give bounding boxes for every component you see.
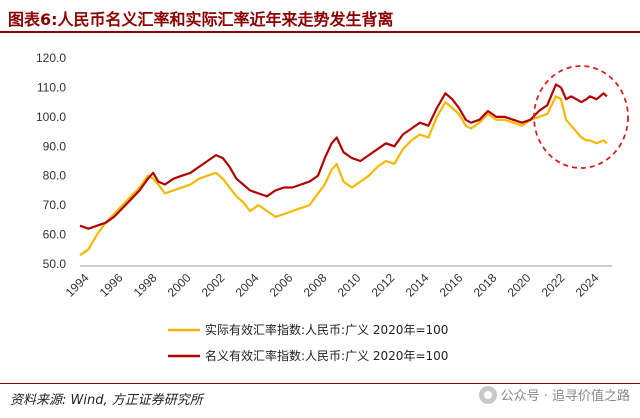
- x-tick-label: 2022: [539, 271, 568, 300]
- footer-divider: [0, 383, 640, 384]
- legend-label: 实际有效汇率指数:人民币:广义 2020年=100: [205, 322, 448, 337]
- x-tick-label: 2000: [165, 271, 194, 300]
- y-tick-label: 90.0: [43, 139, 67, 153]
- divergence-highlight-ellipse: [533, 65, 629, 169]
- x-tick-label: 2018: [471, 271, 500, 300]
- watermark-text: 公众号 · 追寻价值之路: [500, 389, 630, 404]
- series-line-real: [79, 95, 608, 257]
- source-note: 资料来源: Wind, 方正证券研究所: [10, 393, 203, 408]
- y-tick-label: 60.0: [43, 228, 67, 242]
- legend-label: 名义有效汇率指数:人民币:广义 2020年=100: [205, 348, 448, 363]
- wechat-icon: [478, 385, 497, 404]
- x-tick-label: 1998: [131, 271, 160, 300]
- x-tick-label: 1994: [63, 271, 92, 300]
- series-line-nominal: [79, 83, 608, 230]
- y-tick-label: 80.0: [43, 169, 67, 183]
- series-lines: [79, 83, 608, 257]
- x-tick-label: 2016: [437, 271, 466, 300]
- y-axis: 50.0 60.0 70.0 80.0 90.0 100.0 110.0 120.0: [36, 51, 66, 271]
- legend: 实际有效汇率指数:人民币:广义 2020年=100 名义有效汇率指数:人民币:广义…: [168, 322, 448, 363]
- x-tick-label: 2012: [369, 271, 398, 300]
- highlight-annotation: [533, 65, 629, 169]
- x-tick-label: 2024: [573, 271, 602, 300]
- y-tick-label: 120.0: [36, 51, 66, 65]
- x-tick-label: 2008: [301, 271, 330, 300]
- x-tick-label: 1996: [97, 271, 126, 300]
- x-tick-label: 2014: [403, 271, 432, 300]
- x-tick-label: 2020: [505, 271, 534, 300]
- x-tick-label: 2010: [335, 271, 364, 300]
- watermark: 公众号 · 追寻价值之路: [478, 385, 630, 404]
- y-tick-label: 100.0: [36, 110, 66, 124]
- x-axis: 1994 1996 1998 2000 2002 2004 2006 2008 2010 2012…: [63, 265, 612, 300]
- chart: 50.0 60.0 70.0 80.0 90.0 100.0 110.0 120.0 1994…: [36, 51, 629, 363]
- chart-title: 图表6:人民币名义汇率和实际汇率近年来走势发生背离: [8, 10, 394, 29]
- x-tick-label: 2002: [199, 271, 228, 300]
- x-tick-label: 2004: [233, 271, 262, 300]
- x-tick-label: 2006: [267, 271, 296, 300]
- title-divider: [0, 31, 640, 33]
- y-tick-label: 70.0: [43, 198, 67, 212]
- y-tick-label: 110.0: [37, 80, 66, 94]
- y-tick-label: 50.0: [43, 257, 67, 271]
